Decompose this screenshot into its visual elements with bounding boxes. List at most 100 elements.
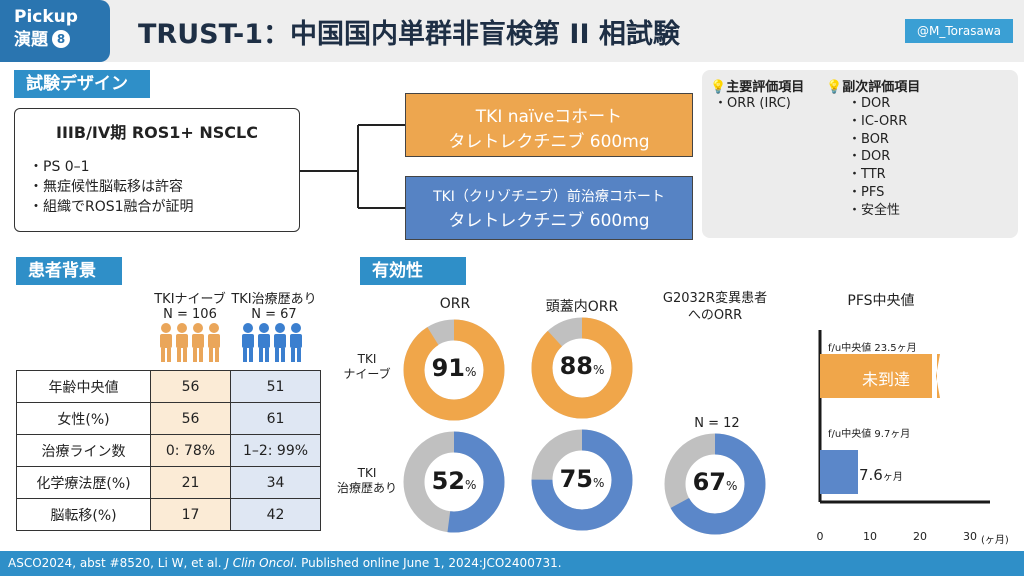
percent-sign: % xyxy=(726,479,738,493)
x-tick-label: 10 xyxy=(863,530,877,543)
group-naive-label: TKIナイーブ xyxy=(154,292,226,307)
cohort-naive-name: TKI naïveコホート xyxy=(475,107,623,127)
group-naive-n: N = 106 xyxy=(163,307,217,322)
bar-break-marker xyxy=(932,354,937,398)
group-pretreated-label: TKI治療歴あり xyxy=(231,292,317,307)
primary-endpoint: 💡主要評価項目 ・ORR (IRC) xyxy=(710,76,804,113)
row-label-pretreated: TKI 治療歴あり xyxy=(334,466,400,496)
primary-endpoint-item: ・ORR (IRC) xyxy=(714,96,791,111)
column-orr: ORR xyxy=(439,296,471,312)
donut-center xyxy=(553,451,611,509)
donut-number: 91 xyxy=(431,354,465,382)
citation-text-end: . Published online June 1, 2024:JCO24007… xyxy=(293,556,562,570)
citation-text: ASCO2024, abst #8520, Li W, et al. xyxy=(8,556,226,570)
column-g2032r-line2: へのORR xyxy=(687,308,743,323)
donut-value-pretreated-orr: 52% xyxy=(404,467,504,495)
cohort-pretreated-name: TKI（クリゾチニブ）前治療コホート xyxy=(433,189,665,205)
population-box: IIIB/IV期 ROS1+ NSCLC ・PS 0–1 ・無症候性脳転移は許容… xyxy=(14,108,300,232)
naive-value: 17 xyxy=(150,498,231,531)
naive-value: 56 xyxy=(150,370,231,403)
pretreated-value: 42 xyxy=(230,498,321,531)
secondary-endpoint-item: ・IC-ORR xyxy=(848,113,908,129)
secondary-endpoint-item: ・TTR xyxy=(848,167,886,183)
design-connector-lines xyxy=(300,124,406,209)
naive-value: 21 xyxy=(150,466,231,499)
x-tick-label: 0 xyxy=(816,530,824,543)
row-label-pretreated-line1: TKI xyxy=(357,466,377,480)
bar-label-pretreated: 7.6ヶ月 xyxy=(859,466,903,484)
row-label-pretreated-line2: 治療歴あり xyxy=(336,481,397,495)
page-title: TRUST-1：中国国内単群非盲検第 II 相試験 xyxy=(138,19,680,50)
donut-number: 52 xyxy=(431,467,465,495)
patient-background-table: 年齢中央値 56 51 女性(%) 56 61 治療ライン数 0: 78% 1–… xyxy=(16,370,321,531)
row-label-naive: TKI ナイーブ xyxy=(340,352,394,382)
donut-arc-g2032r-orr xyxy=(664,433,766,535)
bar-naive-tail xyxy=(936,354,940,398)
donut-number: 75 xyxy=(559,465,593,493)
bar-pretreated xyxy=(820,450,858,494)
column-ic-orr: 頭蓋内ORR xyxy=(545,299,619,315)
section-study-design: 試験デザイン xyxy=(14,70,150,98)
criteria-item: ・組織でROS1融合が証明 xyxy=(29,199,194,215)
g2032r-n: N = 12 xyxy=(694,416,740,431)
donut-value-naive-orr: 91% xyxy=(404,354,504,382)
criteria-item: ・PS 0–1 xyxy=(29,159,90,175)
donut-arc-pretreated-ic-orr xyxy=(531,429,633,531)
x-tick-label: 30 xyxy=(963,530,977,543)
percent-sign: % xyxy=(465,478,477,492)
cohort-pretreated-drug: タレトレクチニブ 600mg xyxy=(448,211,650,231)
primary-endpoint-title: 主要評価項目 xyxy=(726,80,805,95)
cohort-naive-drug: タレトレクチニブ 600mg xyxy=(448,132,650,152)
pickup-label: Pickup xyxy=(14,7,78,27)
footer-citation: ASCO2024, abst #8520, Li W, et al. J Cli… xyxy=(0,551,1024,576)
donut-center xyxy=(425,341,483,399)
secondary-endpoint-item: ・PFS xyxy=(848,184,885,200)
percent-sign: % xyxy=(465,365,477,379)
donut-value-pretreated-ic-orr: 75% xyxy=(532,465,632,493)
people-orange-icon xyxy=(160,323,220,362)
secondary-endpoints: 💡副次評価項目 ・DOR ・IC-ORR ・BOR ・DOR ・TTR ・PFS… xyxy=(826,76,920,220)
x-axis-unit: (ヶ月) xyxy=(981,535,1009,546)
donut-number: 67 xyxy=(692,468,726,496)
endpoints-panel xyxy=(702,70,1018,238)
row-label-naive-line2: ナイーブ xyxy=(343,367,391,381)
secondary-endpoint-item: ・BOR xyxy=(848,131,889,147)
topic-label: 演題 xyxy=(14,30,48,50)
group-naive-header: TKIナイーブ N = 106 xyxy=(150,288,230,322)
author-handle[interactable]: @M_Torasawa xyxy=(905,19,1013,43)
row-label-naive-line1: TKI xyxy=(357,352,377,366)
criteria-item: ・無症候性脳転移は許容 xyxy=(29,179,183,195)
column-g2032r: G2032R変異患者 へのORR xyxy=(660,290,770,324)
column-pfs: PFS中央値 xyxy=(847,293,915,309)
section-efficacy: 有効性 xyxy=(360,257,466,285)
donut-center xyxy=(425,453,483,511)
bar-unit: ヶ月 xyxy=(882,472,903,483)
group-pretreated-n: N = 67 xyxy=(251,307,297,322)
pretreated-value: 1–2: 99% xyxy=(230,434,321,467)
donut-center xyxy=(553,339,611,397)
table-row: 治療ライン数 0: 78% 1–2: 99% xyxy=(16,434,321,467)
secondary-endpoint-item: ・DOR xyxy=(848,149,891,165)
population-title: IIIB/IV期 ROS1+ NSCLC xyxy=(56,123,258,142)
topic-number: 8 xyxy=(52,30,70,48)
header-bar xyxy=(0,0,1024,62)
donut-arc-naive-orr xyxy=(403,319,505,421)
secondary-endpoint-item: ・DOR xyxy=(848,96,891,111)
secondary-endpoint-item: ・安全性 xyxy=(848,202,901,218)
people-blue-icon xyxy=(242,323,302,362)
section-patient-background: 患者背景 xyxy=(16,257,122,285)
cohort-naive-box: TKI naïveコホート タレトレクチニブ 600mg xyxy=(405,93,693,157)
table-row: 女性(%) 56 61 xyxy=(16,402,321,435)
donut-number: 88 xyxy=(559,352,593,380)
pretreated-value: 34 xyxy=(230,466,321,499)
secondary-endpoints-title: 副次評価項目 xyxy=(842,80,921,95)
cohort-pretreated-box: TKI（クリゾチニブ）前治療コホート タレトレクチニブ 600mg xyxy=(405,176,693,240)
followup-label-naive: f/u中央値 23.5ヶ月 xyxy=(828,343,917,354)
citation-journal: J Clin Oncol xyxy=(225,556,294,570)
row-label: 年齢中央値 xyxy=(16,370,151,403)
naive-value: 0: 78% xyxy=(150,434,231,467)
group-pretreated-header: TKI治療歴あり N = 67 xyxy=(228,288,320,322)
table-row: 化学療法歴(%) 21 34 xyxy=(16,466,321,499)
donut-center xyxy=(686,455,744,513)
